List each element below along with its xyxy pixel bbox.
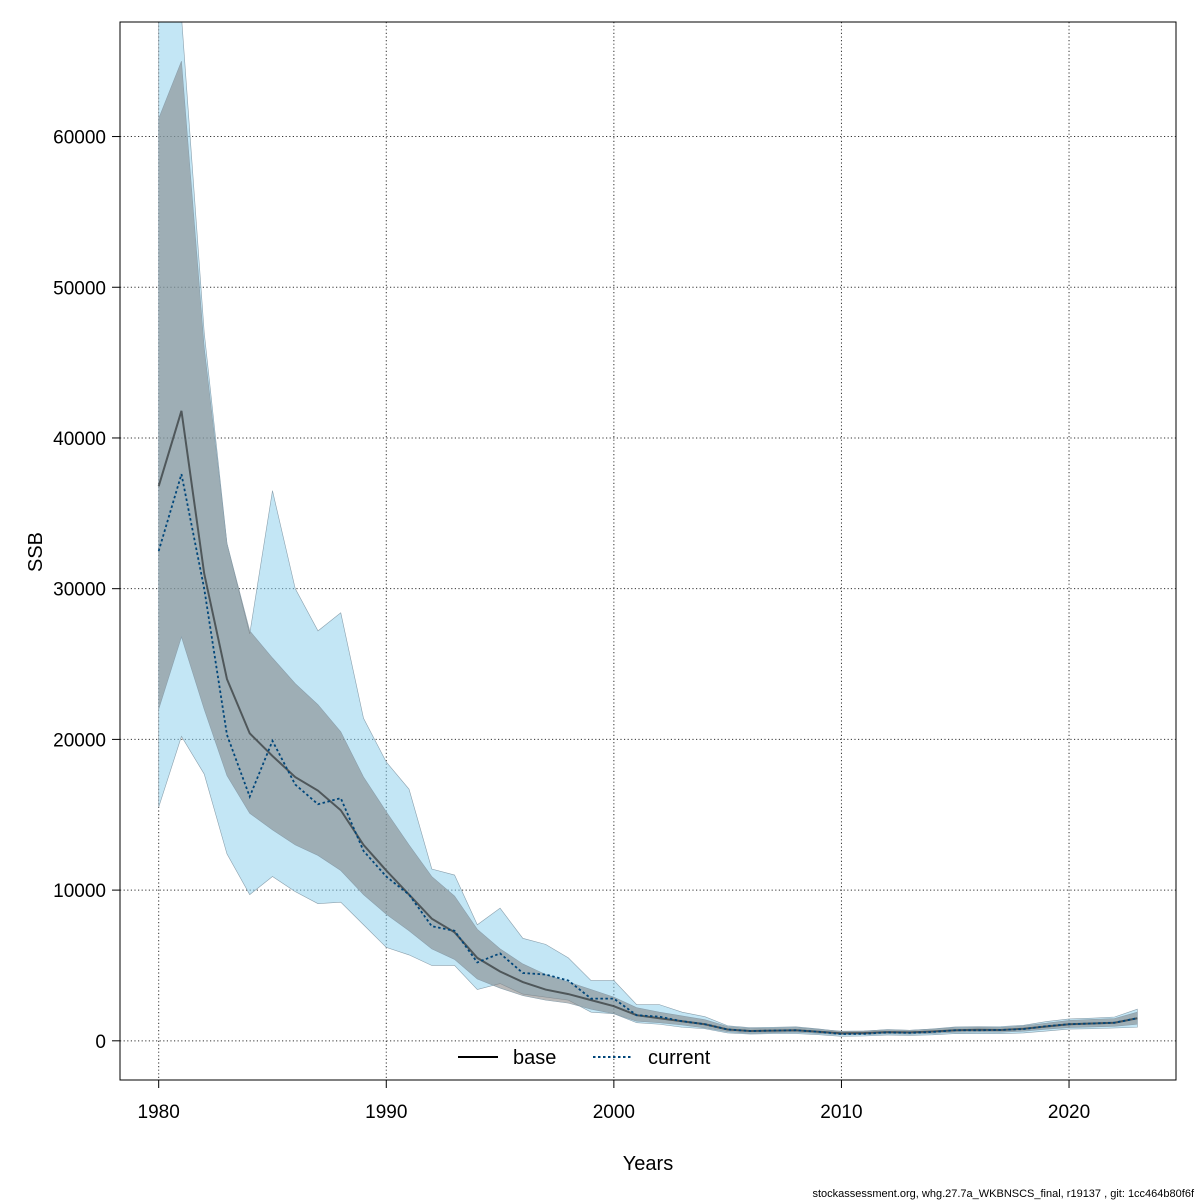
x-axis-title: Years <box>623 1153 673 1175</box>
x-tick-label: 2020 <box>1048 1102 1090 1123</box>
line-current <box>157 473 1138 1035</box>
band-current <box>158 22 1138 1037</box>
y-axis-title: SSB <box>25 532 47 572</box>
y-tick-label: 60000 <box>53 128 106 149</box>
y-tick-label: 30000 <box>53 580 106 601</box>
y-tick-label: 50000 <box>53 278 106 299</box>
x-tick-label: 1990 <box>365 1102 407 1123</box>
band-base <box>158 61 1138 1036</box>
series-lines <box>157 410 1138 1035</box>
y-axis: 0 10000 20000 30000 40000 50000 60000 <box>53 128 120 1053</box>
legend-label-base: base <box>513 1047 556 1069</box>
y-tick-label: 0 <box>95 1032 106 1053</box>
x-axis: 1980 1990 2000 2010 2020 <box>138 1080 1090 1123</box>
legend-label-current: current <box>648 1047 711 1069</box>
plot-frame <box>119 21 1177 1081</box>
x-tick-label: 1980 <box>138 1102 180 1123</box>
y-tick-label: 10000 <box>53 881 106 902</box>
y-tick-label: 40000 <box>53 429 106 450</box>
x-tick-label: 2000 <box>593 1102 635 1123</box>
confidence-bands <box>158 22 1138 1037</box>
legend: base current <box>458 1047 711 1069</box>
footer-text: stockassessment.org, whg.27.7a_WKBNSCS_f… <box>812 1188 1194 1200</box>
x-tick-label: 2010 <box>820 1102 862 1123</box>
y-tick-label: 20000 <box>53 730 106 751</box>
